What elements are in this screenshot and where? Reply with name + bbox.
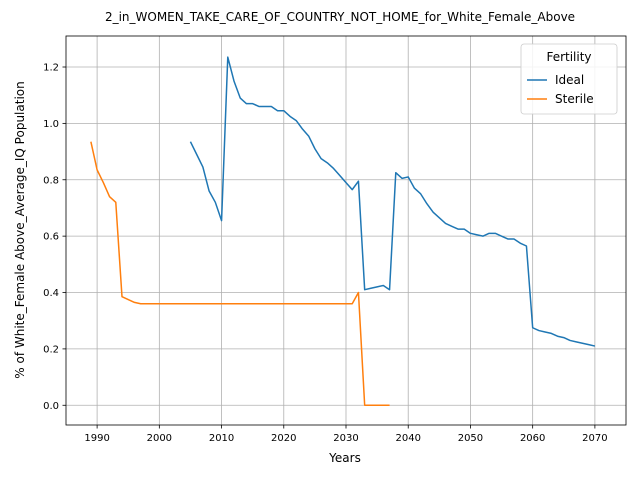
chart-title: 2_in_WOMEN_TAKE_CARE_OF_COUNTRY_NOT_HOME…	[105, 10, 575, 24]
x-axis-label: Years	[328, 451, 361, 465]
x-tick-label: 2060	[520, 433, 545, 444]
y-tick-label: 0.2	[43, 344, 59, 355]
legend-box	[520, 43, 618, 115]
series-line-sterile	[90, 141, 390, 407]
x-tick-label: 2040	[395, 433, 420, 444]
y-tick-label: 0.0	[43, 401, 59, 412]
y-tick-label: 0.6	[43, 232, 59, 243]
series-lines	[90, 56, 596, 407]
x-tick-label: 1990	[84, 433, 109, 444]
legend-entries: Ideal Sterile	[527, 73, 594, 106]
x-tick-label: 2020	[271, 433, 296, 444]
legend-label-sterile: Sterile	[555, 92, 594, 106]
legend-title: Fertility	[546, 50, 591, 64]
y-axis-label: % of White_Female Above_Average_IQ Popul…	[13, 81, 27, 378]
legend-label-ideal: Ideal	[555, 73, 584, 87]
y-tick-label: 1.0	[43, 119, 59, 130]
y-tick-label: 1.2	[43, 63, 59, 74]
x-tick-label: 2000	[147, 433, 172, 444]
x-tick-label: 2030	[333, 433, 358, 444]
x-axis-ticks: 1990 2000 2010 2020 2030 2040 2050 2060 2070	[84, 425, 608, 444]
legend: Fertility Ideal Sterile	[520, 43, 618, 115]
x-tick-label: 2050	[458, 433, 483, 444]
grid	[66, 36, 626, 425]
x-tick-label: 2070	[582, 433, 607, 444]
y-tick-label: 0.8	[43, 175, 59, 186]
y-tick-label: 0.4	[43, 288, 59, 299]
series-line-ideal	[189, 56, 596, 347]
x-tick-label: 2010	[209, 433, 234, 444]
y-axis-ticks: 0.0 0.2 0.4 0.6 0.8 1.0 1.2	[43, 63, 66, 412]
